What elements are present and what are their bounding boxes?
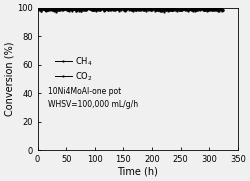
CO$_2$	[194, 8, 197, 10]
Text: 10Ni4MoAl-one pot: 10Ni4MoAl-one pot	[48, 87, 121, 96]
CO$_2$	[63, 6, 66, 8]
CH$_4$	[38, 8, 41, 10]
Y-axis label: Conversion (%): Conversion (%)	[4, 42, 14, 116]
CH$_4$	[220, 9, 223, 11]
CO$_2$	[162, 11, 166, 13]
CH$_4$	[149, 9, 152, 11]
CH$_4$	[54, 10, 57, 13]
X-axis label: Time (h): Time (h)	[117, 167, 158, 177]
Text: WHSV=100,000 mL/g/h: WHSV=100,000 mL/g/h	[48, 100, 138, 109]
CO$_2$	[151, 7, 154, 9]
CO$_2$	[153, 8, 156, 10]
CH$_4$	[196, 8, 199, 10]
CH$_4$	[188, 5, 191, 7]
CO$_2$	[222, 9, 225, 11]
CO$_2$	[38, 9, 41, 11]
CH$_4$	[38, 8, 40, 10]
CO$_2$	[207, 8, 210, 10]
CH$_4$	[152, 6, 155, 9]
Line: CO$_2$: CO$_2$	[39, 7, 224, 12]
Legend: CH$_4$, CO$_2$: CH$_4$, CO$_2$	[52, 52, 96, 86]
CO$_2$	[156, 6, 158, 9]
CH$_4$	[149, 7, 152, 9]
CO$_2$	[38, 8, 41, 10]
CH$_4$	[205, 8, 208, 10]
Line: CH$_4$: CH$_4$	[38, 5, 222, 12]
